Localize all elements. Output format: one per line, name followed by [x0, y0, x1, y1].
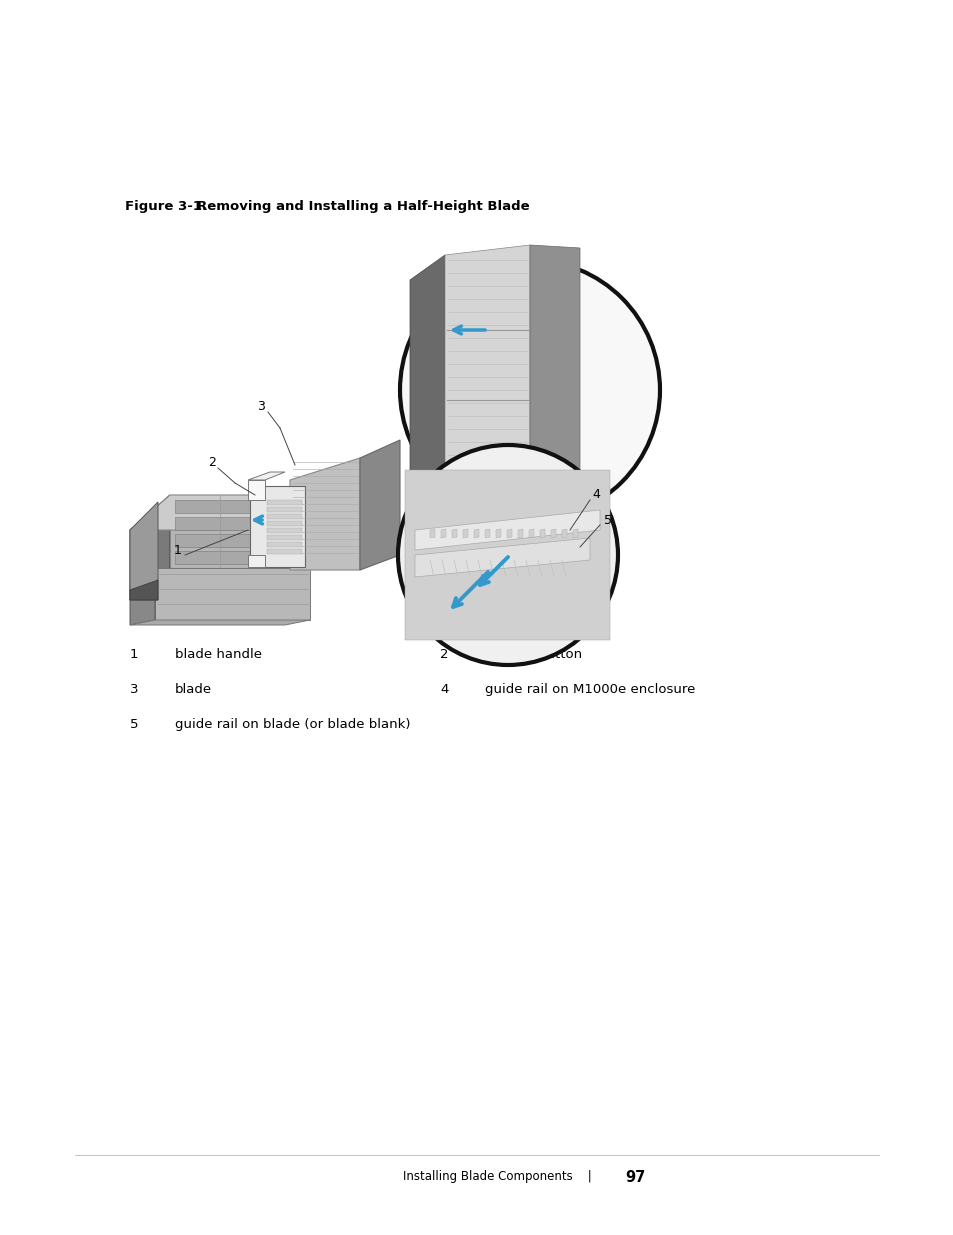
Polygon shape	[130, 495, 170, 600]
Polygon shape	[174, 517, 305, 530]
Polygon shape	[130, 568, 154, 625]
Polygon shape	[430, 529, 435, 538]
Polygon shape	[170, 495, 310, 568]
Polygon shape	[130, 620, 310, 625]
Polygon shape	[248, 472, 285, 480]
Text: guide rail on M1000e enclosure: guide rail on M1000e enclosure	[484, 683, 695, 697]
Polygon shape	[174, 500, 305, 513]
Polygon shape	[551, 529, 556, 538]
Polygon shape	[248, 555, 265, 567]
Polygon shape	[573, 529, 578, 538]
Polygon shape	[250, 487, 305, 567]
Polygon shape	[174, 534, 305, 547]
Polygon shape	[539, 529, 544, 538]
Text: 97: 97	[624, 1170, 644, 1186]
Text: 3: 3	[256, 400, 265, 414]
Polygon shape	[359, 440, 399, 571]
Polygon shape	[267, 500, 302, 505]
Polygon shape	[290, 458, 359, 571]
Polygon shape	[410, 254, 444, 525]
Polygon shape	[444, 245, 530, 525]
Polygon shape	[267, 508, 302, 513]
Polygon shape	[130, 580, 158, 600]
Polygon shape	[130, 495, 310, 530]
Text: blade: blade	[174, 683, 212, 697]
Polygon shape	[130, 568, 310, 600]
Polygon shape	[517, 529, 522, 538]
Polygon shape	[452, 529, 456, 538]
Polygon shape	[415, 538, 589, 577]
Polygon shape	[496, 529, 500, 538]
Polygon shape	[154, 568, 310, 620]
Polygon shape	[267, 542, 302, 547]
Polygon shape	[561, 529, 566, 538]
Text: 1: 1	[173, 545, 182, 557]
Polygon shape	[174, 551, 305, 564]
Text: Installing Blade Components    |: Installing Blade Components |	[403, 1170, 606, 1183]
Polygon shape	[267, 535, 302, 540]
Text: 2: 2	[439, 648, 448, 661]
Text: 4: 4	[592, 489, 599, 501]
Text: guide rail on blade (or blade blank): guide rail on blade (or blade blank)	[174, 718, 410, 731]
Text: 4: 4	[439, 683, 448, 697]
Circle shape	[397, 445, 618, 664]
Polygon shape	[440, 529, 446, 538]
Polygon shape	[506, 529, 512, 538]
Text: Removing and Installing a Half-Height Blade: Removing and Installing a Half-Height Bl…	[196, 200, 529, 212]
Polygon shape	[529, 529, 534, 538]
Text: 5: 5	[603, 515, 612, 527]
Polygon shape	[130, 501, 158, 600]
Text: 3: 3	[130, 683, 138, 697]
Polygon shape	[484, 529, 490, 538]
Polygon shape	[530, 245, 579, 525]
Text: 2: 2	[208, 457, 215, 469]
Polygon shape	[267, 521, 302, 526]
Polygon shape	[248, 480, 265, 500]
Polygon shape	[405, 471, 609, 640]
Text: blade handle: blade handle	[174, 648, 262, 661]
Polygon shape	[415, 510, 599, 550]
Polygon shape	[267, 529, 302, 534]
Text: release button: release button	[484, 648, 581, 661]
Text: 1: 1	[130, 648, 138, 661]
Circle shape	[399, 261, 659, 520]
Polygon shape	[474, 529, 478, 538]
Polygon shape	[267, 514, 302, 519]
Polygon shape	[267, 550, 302, 555]
Text: 5: 5	[130, 718, 138, 731]
Text: Figure 3-1.: Figure 3-1.	[125, 200, 207, 212]
Polygon shape	[462, 529, 468, 538]
